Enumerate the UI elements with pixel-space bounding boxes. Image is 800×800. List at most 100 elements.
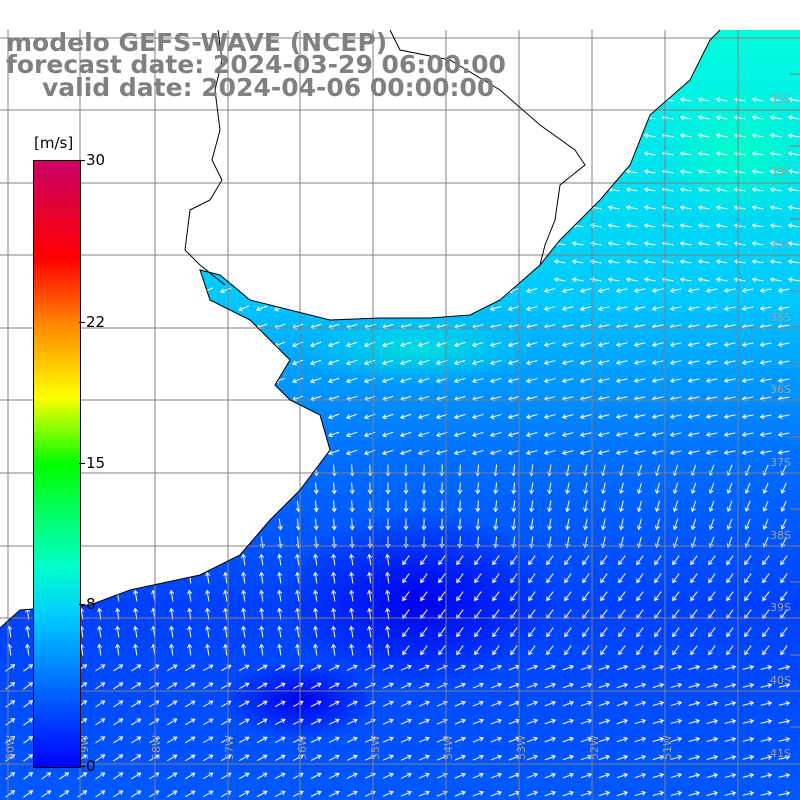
wind-arrow <box>507 432 520 438</box>
wind-arrow <box>769 205 782 211</box>
valid-date: valid date: 2024-04-06 00:00:00 <box>42 73 495 102</box>
wind-arrow <box>580 700 593 707</box>
wind-arrow <box>669 342 682 348</box>
wind-arrow <box>543 288 556 294</box>
wind-arrow <box>399 431 412 438</box>
wind-arrow <box>705 377 718 383</box>
wind-arrow <box>643 205 656 211</box>
wind-arrow <box>688 700 701 707</box>
wind-arrow <box>715 115 728 121</box>
wind-arrow <box>381 341 394 348</box>
wind-arrow <box>780 645 788 656</box>
wind-arrow <box>331 571 337 584</box>
wind-arrow <box>328 772 340 779</box>
wind-arrow <box>490 736 502 743</box>
wind-arrow <box>507 378 520 384</box>
wind-arrow <box>777 341 790 347</box>
wind-arrow <box>420 591 428 602</box>
wind-arrow <box>23 772 34 780</box>
wind-arrow <box>679 241 692 247</box>
wind-arrow <box>327 359 340 366</box>
wind-arrow <box>331 482 337 495</box>
wind-arrow <box>598 700 611 707</box>
wind-arrow <box>511 482 517 495</box>
wind-arrow <box>115 643 121 656</box>
wind-arrow <box>780 555 788 566</box>
wind-arrow <box>328 718 340 725</box>
wind-arrow <box>546 645 554 656</box>
wind-arrow <box>778 664 791 670</box>
wind-arrow <box>543 432 556 438</box>
wind-arrow <box>475 482 481 495</box>
wind-arrow <box>762 627 770 638</box>
wind-arrow <box>472 682 484 689</box>
wind-arrow <box>679 223 692 229</box>
wind-arrow <box>643 115 656 121</box>
wind-arrow <box>672 555 680 566</box>
wind-arrow <box>202 287 214 294</box>
wind-arrow <box>241 643 247 656</box>
strong-wind-zone <box>300 315 540 385</box>
wind-arrow <box>131 772 142 780</box>
wind-arrow <box>346 682 358 689</box>
wind-arrow <box>95 664 106 672</box>
wind-arrow <box>169 589 175 602</box>
wind-arrow <box>670 736 683 743</box>
wind-arrow <box>687 431 700 438</box>
wind-arrow <box>679 133 692 139</box>
wind-arrow <box>259 625 265 638</box>
wind-arrow <box>327 341 340 348</box>
wind-arrow <box>669 360 682 366</box>
wind-arrow <box>526 682 539 689</box>
wind-arrow <box>733 151 746 157</box>
wind-arrow <box>724 772 737 778</box>
wind-arrow <box>77 772 88 780</box>
latitude-label: 38S <box>770 529 791 542</box>
wind-arrow <box>634 754 647 761</box>
wind-arrow <box>420 555 428 566</box>
wind-arrow <box>475 518 481 531</box>
wind-arrow <box>706 754 719 760</box>
wind-arrow <box>149 700 160 708</box>
wind-arrow <box>724 754 737 760</box>
wind-arrow <box>417 413 430 420</box>
wind-arrow <box>715 205 728 211</box>
wind-arrow <box>652 790 665 797</box>
wind-arrow <box>381 359 394 366</box>
wind-arrow <box>417 431 430 438</box>
wind-arrow <box>616 718 629 725</box>
wind-arrow <box>367 518 373 531</box>
wind-arrow <box>331 518 337 531</box>
wind-arrow <box>708 591 716 602</box>
wind-arrow <box>597 288 610 294</box>
wind-arrow <box>687 377 700 384</box>
wind-arrow <box>688 736 701 743</box>
wind-arrow <box>23 682 34 690</box>
wind-arrow <box>654 627 662 638</box>
wind-arrow <box>472 754 484 761</box>
wind-arrow <box>277 643 283 656</box>
wind-arrow <box>625 169 638 175</box>
wind-arrow <box>723 377 736 383</box>
wind-arrow <box>367 625 373 638</box>
wind-arrow <box>510 645 518 656</box>
wind-arrow <box>618 627 626 638</box>
wind-arrow <box>382 682 394 689</box>
wind-arrow <box>706 682 719 688</box>
wind-arrow <box>543 450 556 456</box>
lat-lon-grid <box>0 30 800 800</box>
wind-arrow <box>274 736 286 744</box>
wind-arrow <box>636 500 642 513</box>
wind-arrow <box>133 625 139 638</box>
wind-arrow <box>131 664 142 672</box>
wind-arrow <box>618 482 624 495</box>
wind-arrow <box>131 682 142 690</box>
wind-arrow <box>679 169 692 175</box>
wind-arrow <box>399 341 412 348</box>
wind-arrow <box>400 754 412 761</box>
wind-arrow <box>697 223 710 229</box>
wind-arrow <box>562 682 575 689</box>
wind-arrow <box>113 754 124 762</box>
wind-arrow <box>760 772 773 778</box>
wind-arrow <box>726 627 734 638</box>
